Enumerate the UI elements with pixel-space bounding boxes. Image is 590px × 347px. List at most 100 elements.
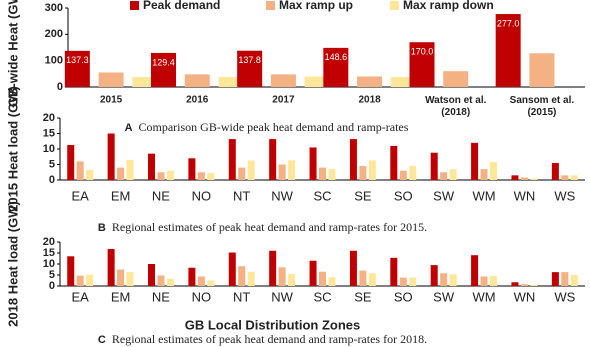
legend-label: Peak demand xyxy=(143,0,220,12)
x-tick-label: WS xyxy=(554,289,575,304)
x-tick-label: NO xyxy=(192,188,212,203)
bar xyxy=(471,255,479,286)
bar xyxy=(309,260,317,286)
bar xyxy=(561,272,569,286)
bar xyxy=(511,282,519,286)
bar xyxy=(218,76,244,87)
x-tick-label: WN xyxy=(514,289,536,304)
bar xyxy=(449,274,457,286)
bar xyxy=(132,76,158,87)
y-tick-label: 100 xyxy=(45,55,63,67)
y-tick-label: 300 xyxy=(45,2,63,14)
x-tick-label: 2018 xyxy=(358,95,381,106)
caption-label: B xyxy=(98,222,106,234)
x-tick-label: NE xyxy=(152,188,170,203)
bar xyxy=(359,270,367,286)
x-tick-label: NW xyxy=(271,188,293,203)
y-axis-label: GB-wide Heat (GW) xyxy=(5,0,20,107)
x-tick-label: Watson et al. (2018) xyxy=(425,95,487,118)
bar xyxy=(98,72,124,87)
bar xyxy=(126,272,134,286)
bar xyxy=(148,264,156,286)
bar xyxy=(319,167,326,180)
x-tick-label: NT xyxy=(233,188,250,203)
bar xyxy=(288,160,296,180)
bar xyxy=(551,162,559,180)
x-tick-label: EM xyxy=(111,188,131,203)
bar xyxy=(76,275,84,286)
bar xyxy=(67,144,75,180)
bar xyxy=(530,178,538,180)
bar xyxy=(270,74,296,87)
y-axis-label: 2018 Heat load (GW) xyxy=(5,201,20,327)
x-tick-label: SO xyxy=(394,188,413,203)
bar xyxy=(551,272,559,286)
caption-text: Comparison GB-wide peak heat demand and … xyxy=(139,120,409,134)
caption-label: A xyxy=(125,122,133,134)
x-tick-label: SC xyxy=(313,289,331,304)
x-tick-label: SC xyxy=(313,188,331,203)
bar xyxy=(237,50,263,87)
bar xyxy=(409,166,417,180)
x-tick-label: NT xyxy=(233,289,250,304)
bar xyxy=(86,274,94,286)
y-axis-label: 2015 Heat load (GW) xyxy=(5,86,20,212)
bar xyxy=(480,276,488,286)
caption: B Regional estimates of peak heat demand … xyxy=(98,220,427,234)
bar xyxy=(495,14,521,88)
bar xyxy=(471,142,479,180)
value-label: 129.4 xyxy=(152,57,175,67)
bar xyxy=(368,273,376,286)
bar xyxy=(117,167,125,180)
bar xyxy=(489,162,497,180)
x-axis-label: GB Local Distribution Zones xyxy=(185,317,361,332)
x-tick-label: SW xyxy=(433,188,455,203)
x-tick-label: NW xyxy=(271,289,293,304)
x-tick-label: SO xyxy=(394,289,413,304)
bar xyxy=(157,172,165,180)
bar xyxy=(269,139,277,180)
bar xyxy=(570,175,578,180)
bar xyxy=(228,252,236,286)
bar xyxy=(368,160,376,180)
label-line: (2018) xyxy=(441,107,470,118)
bar xyxy=(151,52,176,87)
bar xyxy=(430,265,438,286)
value-label: 148.6 xyxy=(325,52,348,62)
x-tick-label: SW xyxy=(433,289,455,304)
legend-swatch xyxy=(130,1,139,10)
bar xyxy=(309,147,317,180)
caption: A Comparison GB-wide peak heat demand and… xyxy=(125,120,409,134)
bar xyxy=(430,152,438,180)
legend-label: Max ramp down xyxy=(403,0,494,12)
bar xyxy=(278,267,286,286)
bar xyxy=(443,71,469,87)
bar xyxy=(148,153,156,180)
bar xyxy=(197,172,205,180)
bar xyxy=(529,53,555,87)
label-line: (2015) xyxy=(527,107,556,118)
y-tick-label: 20 xyxy=(43,112,55,124)
y-tick-label: 0 xyxy=(49,280,55,292)
value-label: 137.8 xyxy=(238,55,261,65)
bar xyxy=(399,170,407,180)
x-tick-label: NO xyxy=(192,289,212,304)
bar xyxy=(107,249,115,286)
y-tick-label: 20 xyxy=(43,236,55,248)
y-tick-label: 10 xyxy=(43,143,55,155)
bar xyxy=(228,139,236,180)
bar xyxy=(188,158,196,180)
x-tick-label: EA xyxy=(72,289,90,304)
value-label: 277.0 xyxy=(497,18,520,28)
bar xyxy=(288,273,296,286)
caption-text: Regional estimates of peak heat demand a… xyxy=(112,220,427,234)
bar xyxy=(390,76,416,87)
caption-text: Regional estimates of peak heat demand a… xyxy=(112,332,427,346)
bar xyxy=(390,145,398,180)
bar xyxy=(197,276,205,286)
caption: C Regional estimates of peak heat demand … xyxy=(98,332,427,346)
bar xyxy=(238,167,246,180)
y-tick-label: 5 xyxy=(49,269,55,281)
bar xyxy=(328,169,336,180)
